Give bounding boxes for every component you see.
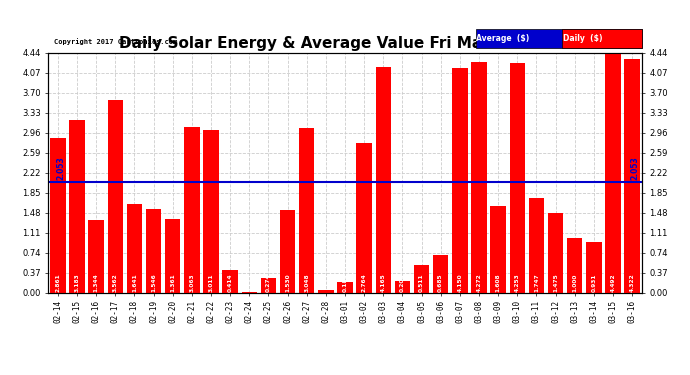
Bar — [491, 206, 506, 292]
Bar — [299, 128, 315, 292]
Text: Copyright 2017 Cartronics.com: Copyright 2017 Cartronics.com — [55, 38, 177, 45]
Text: 2.053: 2.053 — [57, 156, 66, 180]
Bar — [605, 50, 620, 292]
Bar — [261, 278, 276, 292]
Bar — [567, 238, 582, 292]
Text: 4.492: 4.492 — [611, 273, 615, 292]
Text: 4.253: 4.253 — [515, 273, 520, 292]
Bar — [452, 68, 468, 292]
Bar — [146, 209, 161, 292]
Text: 0.186: 0.186 — [342, 273, 348, 292]
Bar — [108, 100, 123, 292]
Bar — [88, 220, 104, 292]
Text: 1.641: 1.641 — [132, 273, 137, 292]
Text: 3.011: 3.011 — [208, 273, 213, 292]
Text: 1.747: 1.747 — [534, 273, 539, 292]
Text: 3.183: 3.183 — [75, 273, 79, 292]
Bar — [337, 282, 353, 292]
Bar — [471, 62, 486, 292]
FancyBboxPatch shape — [475, 28, 642, 48]
Bar — [318, 290, 333, 292]
FancyBboxPatch shape — [562, 28, 642, 48]
Bar — [222, 270, 238, 292]
Text: 2.764: 2.764 — [362, 273, 366, 292]
Text: 0.685: 0.685 — [438, 273, 443, 292]
Text: 0.414: 0.414 — [228, 273, 233, 292]
Text: 1.608: 1.608 — [495, 273, 501, 292]
Bar — [50, 138, 66, 292]
Text: 4.150: 4.150 — [457, 273, 462, 292]
Bar — [414, 265, 429, 292]
Bar — [395, 281, 410, 292]
Bar — [529, 198, 544, 292]
Bar — [510, 63, 525, 292]
Bar — [433, 255, 448, 292]
Text: 1.361: 1.361 — [170, 273, 175, 292]
Bar — [375, 68, 391, 292]
Text: Daily  ($): Daily ($) — [562, 34, 602, 43]
Text: 3.562: 3.562 — [112, 273, 118, 292]
Text: Average  ($): Average ($) — [476, 34, 529, 43]
Title: Daily Solar Energy & Average Value Fri Mar 17 18:52: Daily Solar Energy & Average Value Fri M… — [119, 36, 571, 51]
Text: 4.165: 4.165 — [381, 273, 386, 292]
Text: 1.475: 1.475 — [553, 273, 558, 292]
Bar — [70, 120, 85, 292]
Text: 1.546: 1.546 — [151, 273, 156, 292]
Text: 0.511: 0.511 — [419, 273, 424, 292]
Bar — [165, 219, 180, 292]
Bar — [204, 130, 219, 292]
Bar — [357, 143, 372, 292]
Text: 4.272: 4.272 — [477, 273, 482, 292]
Bar — [127, 204, 142, 292]
Text: 4.322: 4.322 — [630, 273, 635, 292]
Text: 0.208: 0.208 — [400, 273, 405, 292]
Text: 1.000: 1.000 — [572, 274, 578, 292]
Bar — [184, 127, 199, 292]
Text: 1.344: 1.344 — [94, 273, 99, 292]
Text: 0.931: 0.931 — [591, 273, 596, 292]
Bar — [548, 213, 563, 292]
Text: 1.530: 1.530 — [285, 273, 290, 292]
Text: 3.063: 3.063 — [189, 273, 195, 292]
Text: 2.053: 2.053 — [631, 156, 640, 180]
Bar — [624, 59, 640, 292]
Text: 2.861: 2.861 — [55, 273, 60, 292]
Bar — [280, 210, 295, 292]
Text: 3.048: 3.048 — [304, 273, 309, 292]
Bar — [586, 242, 602, 292]
Text: 0.274: 0.274 — [266, 273, 271, 292]
